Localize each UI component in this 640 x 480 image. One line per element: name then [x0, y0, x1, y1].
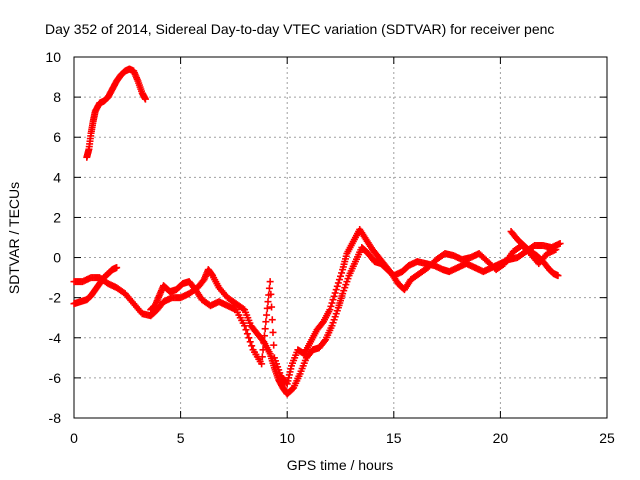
- y-axis-label: SDTVAR / TECUs: [6, 182, 22, 294]
- y-tick-label: 8: [53, 89, 61, 105]
- data-point: [267, 290, 275, 298]
- data-point: [335, 276, 343, 284]
- y-tick-label: 2: [53, 209, 61, 225]
- data-point: [328, 299, 336, 307]
- data-point: [331, 289, 339, 297]
- tick-labels: 0 5 10 15 20 25 -8 -6 -4 -2 0 2 4 6 8 10: [45, 49, 615, 446]
- x-tick-label: 20: [493, 430, 509, 446]
- y-tick-label: 4: [53, 169, 61, 185]
- data-point: [332, 286, 340, 294]
- y-tick-label: -8: [49, 410, 62, 426]
- data-point: [245, 334, 253, 342]
- data-point: [268, 316, 276, 324]
- y-tick-label: -6: [49, 370, 62, 386]
- data-point: [265, 284, 273, 292]
- x-tick-label: 10: [279, 430, 295, 446]
- x-tick-label: 5: [177, 430, 185, 446]
- data-point: [327, 302, 335, 310]
- data-point: [326, 306, 334, 314]
- data-point: [239, 305, 247, 313]
- data-point: [248, 342, 256, 350]
- x-tick-label: 15: [386, 430, 402, 446]
- chart-title: Day 352 of 2014, Sidereal Day-to-day VTE…: [45, 21, 554, 37]
- axis-ticks: [73, 56, 608, 419]
- y-tick-label: 6: [53, 129, 61, 145]
- grid-lines: [74, 57, 607, 418]
- data-point: [333, 282, 341, 290]
- data-point: [258, 353, 266, 361]
- data-marks: [70, 65, 564, 398]
- data-point: [330, 292, 338, 300]
- data-point: [260, 332, 268, 340]
- data-point: [241, 322, 249, 330]
- data-point: [260, 339, 268, 347]
- data-point: [263, 311, 271, 319]
- x-tick-label: 0: [70, 430, 78, 446]
- data-point: [556, 240, 564, 248]
- series-satellite-arc-d: [507, 227, 562, 280]
- plot-frame: [73, 56, 608, 419]
- data-point: [268, 303, 276, 311]
- data-point: [269, 328, 277, 336]
- y-tick-label: -4: [49, 330, 62, 346]
- y-tick-label: 0: [53, 250, 61, 266]
- data-point: [264, 298, 272, 306]
- data-point: [334, 279, 342, 287]
- data-point: [329, 296, 337, 304]
- y-tick-label: 10: [45, 49, 61, 65]
- data-point: [246, 338, 254, 346]
- data-point: [242, 326, 250, 334]
- data-point: [338, 269, 346, 277]
- series-satellite-arc-high: [83, 65, 149, 161]
- data-point: [554, 272, 562, 280]
- data-point: [337, 272, 344, 280]
- y-tick-label: -2: [49, 290, 62, 306]
- data-point: [113, 264, 121, 272]
- x-axis-label: GPS time / hours: [287, 457, 394, 473]
- data-point: [262, 318, 270, 326]
- data-point: [259, 346, 267, 354]
- data-point: [258, 360, 266, 368]
- data-point: [552, 246, 560, 254]
- data-point: [243, 330, 251, 338]
- data-point: [266, 278, 274, 286]
- x-tick-label: 25: [599, 430, 615, 446]
- data-point: [141, 95, 149, 103]
- series-satellite-arc-c: [147, 225, 560, 388]
- data-point: [263, 304, 271, 312]
- data-point: [321, 337, 329, 345]
- data-point: [270, 341, 278, 349]
- data-point: [261, 325, 269, 333]
